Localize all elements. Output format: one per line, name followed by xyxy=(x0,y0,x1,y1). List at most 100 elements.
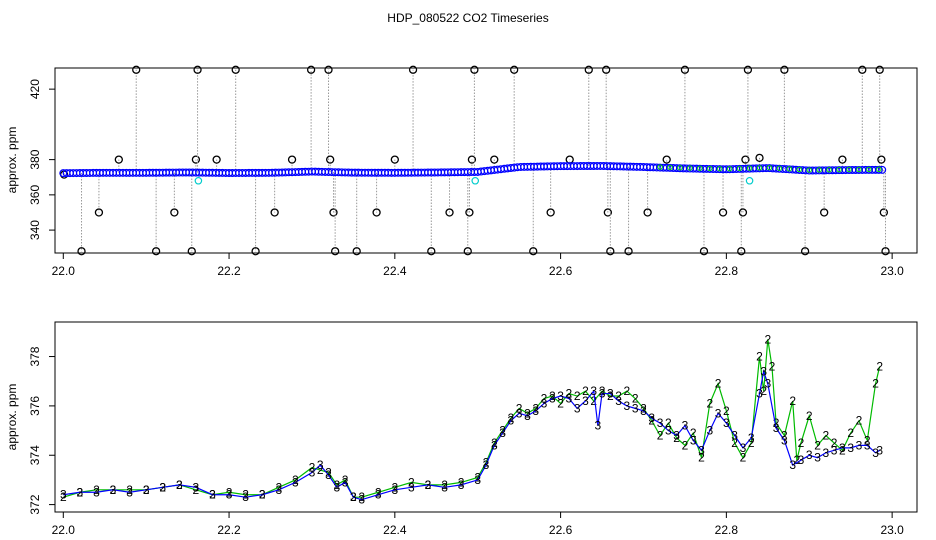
bottom-series-3-marker: 3 xyxy=(665,424,672,438)
bottom-series-2-marker: 2 xyxy=(657,429,664,443)
bottom-series-2-marker: 2 xyxy=(541,391,548,405)
bottom-series-2-marker: 2 xyxy=(856,414,863,428)
top-outlier-point xyxy=(755,153,764,163)
top-outlier-point xyxy=(251,247,260,256)
bottom-series-2-marker: 2 xyxy=(441,478,448,492)
top-outlier-point xyxy=(270,208,279,217)
bottom-series-3-marker: 3 xyxy=(77,485,84,499)
bottom-series-3-marker: 3 xyxy=(847,441,854,455)
bottom-series-2-marker: 2 xyxy=(242,488,249,502)
bottom-series-2-marker: 2 xyxy=(665,416,672,430)
bottom-series-3-marker: 3 xyxy=(781,433,788,447)
top-y-tick-label: 340 xyxy=(28,220,42,240)
bottom-series-3-marker: 3 xyxy=(764,377,771,391)
bottom-series-3-marker: 3 xyxy=(806,448,813,462)
bottom-series-2-marker: 2 xyxy=(876,359,883,373)
bottom-x-tick-label: 22.4 xyxy=(383,523,407,537)
top-alt-point xyxy=(856,166,862,173)
bottom-series-2-marker: 2 xyxy=(839,443,846,457)
top-outlier-point xyxy=(212,155,221,164)
bottom-series-2-marker: 2 xyxy=(574,389,581,403)
top-outlier-point xyxy=(326,155,335,164)
bottom-series-3-marker: 3 xyxy=(706,424,713,438)
top-outlier-point xyxy=(800,247,810,256)
bottom-series-2-marker: 2 xyxy=(731,436,738,450)
top-outlier-point xyxy=(820,208,829,217)
bottom-series-3-marker: 3 xyxy=(209,488,216,502)
top-outlier-point xyxy=(881,247,890,256)
top-axes: 22.0 22.2 22.4 22.6 22.8 23.0 340 380 420 360 xyxy=(28,79,904,278)
bottom-series-3-marker: 3 xyxy=(176,478,183,492)
bottom-series-3-marker: 3 xyxy=(226,488,233,502)
top-outlier-point xyxy=(510,65,519,74)
top-x-tick-label: 22.4 xyxy=(383,264,407,278)
bottom-series-3-marker: 3 xyxy=(425,478,432,492)
top-alt-point xyxy=(717,165,723,172)
top-outlier-point xyxy=(741,155,750,164)
top-outlier-point xyxy=(603,208,612,217)
top-baseline-point xyxy=(874,165,883,174)
bottom-series-2-marker: 2 xyxy=(566,387,573,401)
bottom-series-3-marker: 3 xyxy=(731,429,738,443)
bottom-series-2-marker: 2 xyxy=(723,404,730,418)
bottom-series-3-marker: 3 xyxy=(317,458,324,472)
bottom-series-2-marker: 2 xyxy=(226,485,233,499)
top-y-axis-label: approx. ppm xyxy=(5,127,19,194)
top-alt-point xyxy=(806,167,812,173)
bottom-series-3-marker: 3 xyxy=(648,411,655,425)
top-outlier-point xyxy=(546,208,555,217)
top-outlier-point xyxy=(329,208,338,217)
bottom-series-2-marker: 2 xyxy=(532,401,539,415)
top-alt-point xyxy=(756,165,763,171)
bottom-series-2-marker: 2 xyxy=(640,401,647,415)
top-alt-point xyxy=(667,164,673,171)
top-outlier-point xyxy=(94,208,104,217)
top-outlier-point xyxy=(602,65,611,74)
bottom-series-2-marker: 2 xyxy=(458,475,465,489)
bottom-series-3-marker: 3 xyxy=(516,406,523,420)
bottom-series-3-marker: 3 xyxy=(682,419,689,433)
bottom-series-2-marker: 2 xyxy=(483,456,490,470)
top-outlier-point xyxy=(738,208,748,217)
top-outlier-point xyxy=(624,247,633,256)
bottom-series-2-marker: 2 xyxy=(673,431,680,445)
bottom-series-2-marker: 2 xyxy=(599,384,606,398)
top-panel: approx. ppm 22.0 22.2 22.4 22.6 22.8 23.0 340 3… xyxy=(5,65,918,278)
top-marks xyxy=(59,65,890,256)
bottom-x-tick-label: 22.6 xyxy=(549,523,573,537)
bottom-series-2-marker: 2 xyxy=(682,438,689,452)
top-outlier-point xyxy=(465,208,474,217)
top-alt-point xyxy=(786,166,793,172)
bottom-series-3-marker: 3 xyxy=(756,387,763,401)
bottom-y-axis-label: approx. ppm xyxy=(5,384,19,451)
top-outlier-point xyxy=(330,247,340,256)
bottom-y-tick-label: 376 xyxy=(28,396,42,416)
bottom-series-3-marker: 3 xyxy=(193,480,200,494)
bottom-series-3-marker: 3 xyxy=(483,458,490,472)
top-cyan-point xyxy=(471,176,480,185)
bottom-series-3-marker: 3 xyxy=(715,406,722,420)
bottom-series-3-marker: 3 xyxy=(624,399,631,413)
top-alt-point xyxy=(876,166,882,173)
bottom-series-2-marker: 2 xyxy=(632,391,639,405)
bottom-series-3-marker: 3 xyxy=(574,401,581,415)
bottom-series-2-marker: 2 xyxy=(524,406,531,420)
bottom-x-tick-label: 23.0 xyxy=(880,523,904,537)
top-outlier-point xyxy=(467,155,477,164)
bottom-series-2-marker: 2 xyxy=(375,485,382,499)
bottom-series-2-marker: 2 xyxy=(789,394,796,408)
bottom-series-2-marker: 2 xyxy=(806,409,813,423)
top-outlier-point xyxy=(470,65,479,74)
top-alt-point xyxy=(726,165,733,172)
bottom-series-3-marker: 3 xyxy=(126,485,133,499)
bottom-series-3-marker: 3 xyxy=(740,441,747,455)
bottom-series-2-marker: 2 xyxy=(549,389,556,403)
bottom-series-2-marker: 2 xyxy=(508,411,515,425)
bottom-series-3-marker: 3 xyxy=(760,364,767,378)
bottom-series-2-marker: 2 xyxy=(756,350,763,364)
bottom-series-3-line xyxy=(63,368,881,501)
bottom-series-2-marker: 2 xyxy=(690,426,697,440)
bottom-series-2-marker: 2 xyxy=(648,414,655,428)
bottom-series-3-marker: 3 xyxy=(856,438,863,452)
